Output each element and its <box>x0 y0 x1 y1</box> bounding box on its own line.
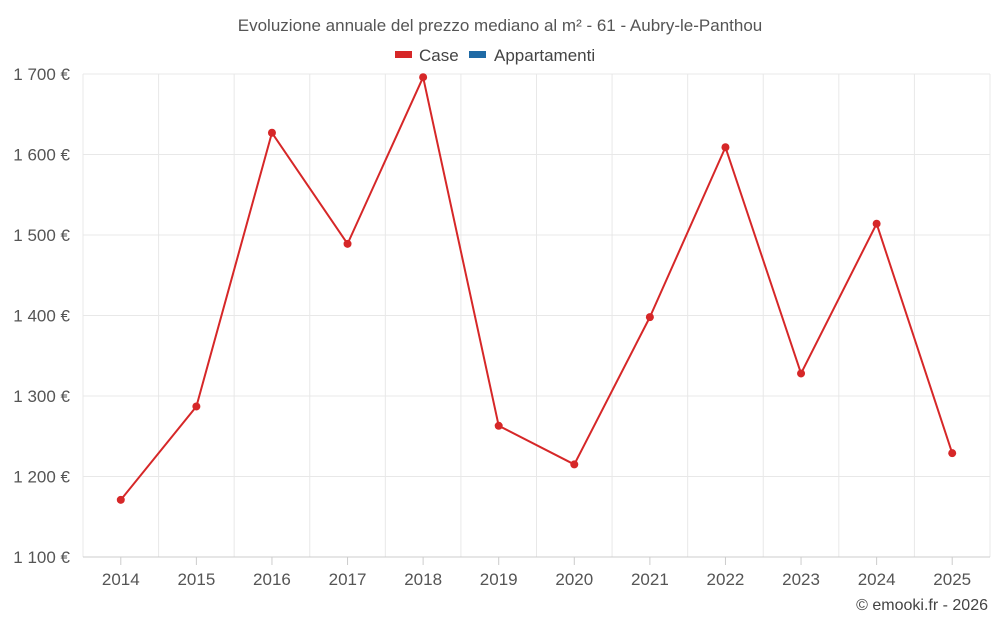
series-line-case <box>120 76 954 501</box>
x-axis-ticks: 2014 2015 2016 2017 2018 2019 2020 2021 2022 2023… <box>102 557 971 589</box>
x-tick-label: 2017 <box>329 570 367 589</box>
y-tick-label: 1 700 € <box>13 65 70 84</box>
data-point-2021[interactable] <box>645 313 654 322</box>
legend-swatch-case <box>395 51 412 58</box>
data-point-2020[interactable] <box>570 460 579 469</box>
data-point-2016[interactable] <box>267 128 276 137</box>
y-axis-ticks: 1 100 € 1 200 € 1 300 € 1 400 € 1 500 € 1 600… <box>13 65 70 567</box>
legend-item-appartamenti[interactable]: Appartamenti <box>469 46 595 65</box>
y-tick-label: 1 100 € <box>13 548 70 567</box>
x-tick-label: 2014 <box>102 570 140 589</box>
gridlines <box>82 73 991 558</box>
y-tick-label: 1 500 € <box>13 226 70 245</box>
legend: Case Appartamenti <box>395 46 595 65</box>
legend-swatch-appartamenti <box>469 51 486 58</box>
y-tick-label: 1 600 € <box>13 146 70 165</box>
data-point-2025[interactable] <box>948 449 957 458</box>
x-tick-label: 2015 <box>177 570 215 589</box>
legend-item-case[interactable]: Case <box>395 46 459 65</box>
chart-title: Evoluzione annuale del prezzo mediano al… <box>238 16 762 35</box>
y-tick-label: 1 400 € <box>13 307 70 326</box>
x-tick-label: 2021 <box>631 570 669 589</box>
y-tick-label: 1 200 € <box>13 468 70 487</box>
data-point-2022[interactable] <box>721 143 730 152</box>
x-tick-label: 2024 <box>858 570 896 589</box>
x-tick-label: 2020 <box>555 570 593 589</box>
data-point-2023[interactable] <box>797 369 806 378</box>
x-tick-label: 2025 <box>933 570 971 589</box>
legend-label-case: Case <box>419 46 459 65</box>
series-case <box>116 73 957 504</box>
data-point-2018[interactable] <box>419 73 428 82</box>
x-tick-label: 2022 <box>707 570 745 589</box>
data-point-2019[interactable] <box>494 421 503 430</box>
data-point-2015[interactable] <box>192 402 201 411</box>
data-point-2017[interactable] <box>343 239 352 248</box>
y-tick-label: 1 300 € <box>13 387 70 406</box>
data-point-2024[interactable] <box>872 219 881 228</box>
credit-text: © emooki.fr - 2026 <box>856 597 988 614</box>
x-tick-label: 2016 <box>253 570 291 589</box>
x-tick-label: 2019 <box>480 570 518 589</box>
x-tick-label: 2018 <box>404 570 442 589</box>
x-tick-label: 2023 <box>782 570 820 589</box>
data-point-2014[interactable] <box>116 495 125 504</box>
legend-label-appartamenti: Appartamenti <box>494 46 595 65</box>
